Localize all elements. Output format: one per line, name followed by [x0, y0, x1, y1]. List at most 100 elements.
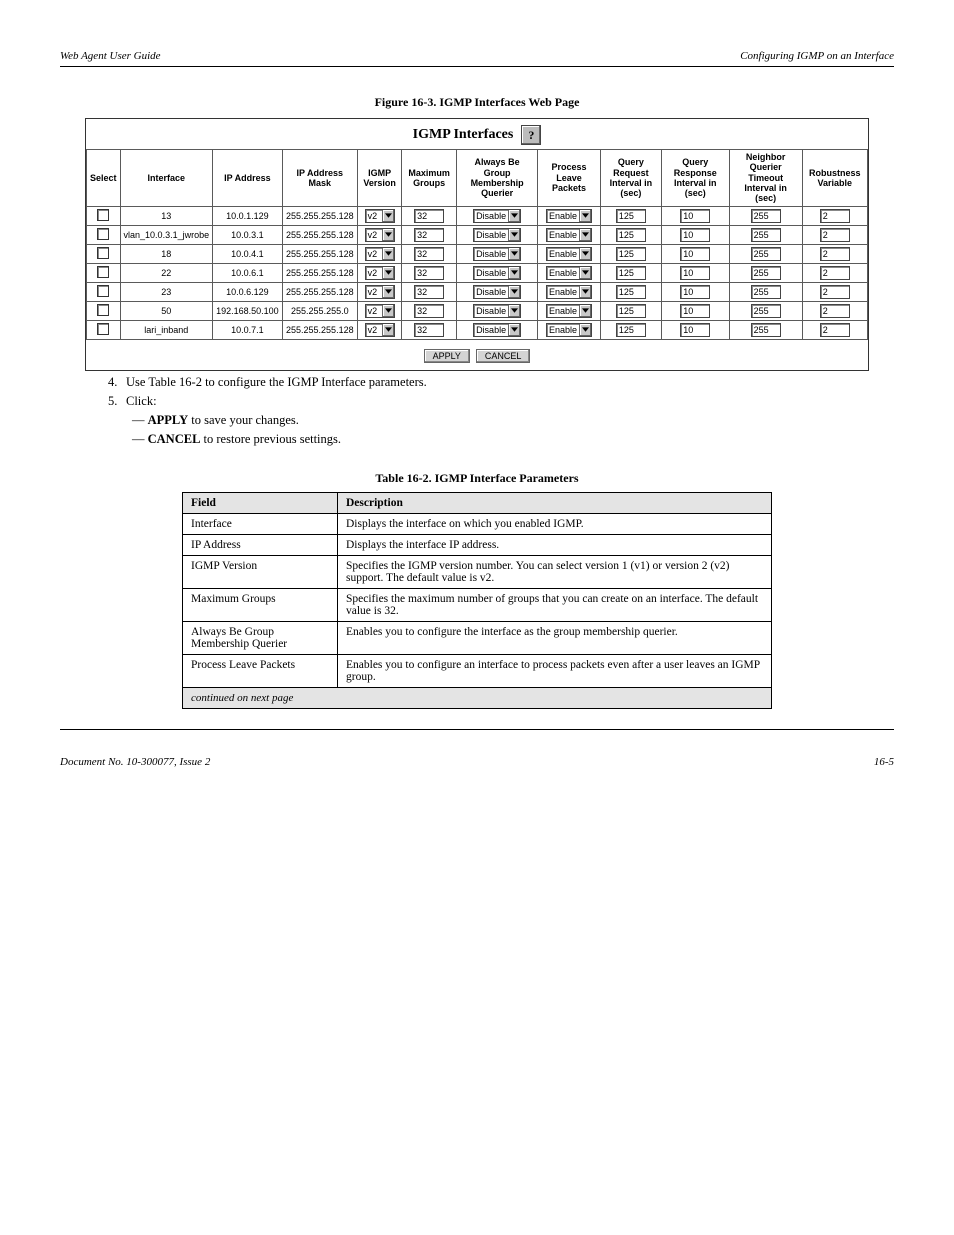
- text-input[interactable]: [751, 209, 781, 223]
- text-input[interactable]: [751, 247, 781, 261]
- text-input[interactable]: [680, 323, 710, 337]
- col-nq: Neighbor Querier Timeout Interval in (se…: [729, 150, 802, 207]
- cell-mask: 255.255.255.0: [282, 301, 357, 320]
- table-row: 1310.0.1.129255.255.255.128v2DisableEnab…: [87, 206, 868, 225]
- text-input[interactable]: [820, 209, 850, 223]
- row-checkbox[interactable]: [97, 323, 109, 335]
- apply-button[interactable]: APPLY: [424, 349, 470, 363]
- cell-interface: vlan_10.0.3.1_jwrobe: [120, 225, 213, 244]
- text-input[interactable]: [680, 228, 710, 242]
- desc-text: Specifies the IGMP version number. You c…: [338, 555, 772, 588]
- desc-header-row: Field Description: [183, 492, 772, 513]
- text-input[interactable]: [414, 209, 444, 223]
- select-dropdown[interactable]: Enable: [546, 228, 592, 242]
- row-checkbox[interactable]: [97, 285, 109, 297]
- help-icon[interactable]: ?: [521, 125, 541, 145]
- select-dropdown[interactable]: Disable: [473, 209, 521, 223]
- col-querier: Always Be Group Membership Querier: [457, 150, 538, 207]
- text-input[interactable]: [751, 304, 781, 318]
- text-input[interactable]: [680, 266, 710, 280]
- select-dropdown[interactable]: v2: [365, 266, 395, 280]
- text-input[interactable]: [414, 266, 444, 280]
- chevron-down-icon: [579, 210, 591, 222]
- select-dropdown[interactable]: Enable: [546, 323, 592, 337]
- select-dropdown[interactable]: Enable: [546, 285, 592, 299]
- text-input[interactable]: [616, 209, 646, 223]
- text-input[interactable]: [680, 304, 710, 318]
- text-input[interactable]: [820, 247, 850, 261]
- table-row: 1810.0.4.1255.255.255.128v2DisableEnable: [87, 244, 868, 263]
- row-checkbox[interactable]: [97, 228, 109, 240]
- row-checkbox[interactable]: [97, 304, 109, 316]
- select-dropdown[interactable]: v2: [365, 323, 395, 337]
- chevron-down-icon: [382, 210, 394, 222]
- desc-row: InterfaceDisplays the interface on which…: [183, 513, 772, 534]
- select-dropdown[interactable]: Disable: [473, 323, 521, 337]
- text-input[interactable]: [751, 266, 781, 280]
- select-dropdown[interactable]: Disable: [473, 285, 521, 299]
- text-input[interactable]: [820, 285, 850, 299]
- text-input[interactable]: [414, 304, 444, 318]
- text-input[interactable]: [680, 247, 710, 261]
- chevron-down-icon: [508, 210, 520, 222]
- chevron-down-icon: [508, 267, 520, 279]
- text-input[interactable]: [680, 209, 710, 223]
- col-select: Select: [87, 150, 121, 207]
- text-input[interactable]: [820, 323, 850, 337]
- cell-mask: 255.255.255.128: [282, 320, 357, 339]
- select-dropdown[interactable]: v2: [365, 228, 395, 242]
- row-checkbox[interactable]: [97, 247, 109, 259]
- chevron-down-icon: [508, 305, 520, 317]
- select-dropdown[interactable]: Enable: [546, 304, 592, 318]
- text-input[interactable]: [414, 228, 444, 242]
- text-input[interactable]: [616, 304, 646, 318]
- cell-ip: 192.168.50.100: [213, 301, 283, 320]
- text-input[interactable]: [751, 323, 781, 337]
- select-dropdown[interactable]: Disable: [473, 247, 521, 261]
- step-4: 4.Use Table 16-2 to configure the IGMP I…: [90, 375, 864, 390]
- desc-row: IP AddressDisplays the interface IP addr…: [183, 534, 772, 555]
- text-input[interactable]: [414, 285, 444, 299]
- text-input[interactable]: [820, 304, 850, 318]
- row-checkbox[interactable]: [97, 266, 109, 278]
- select-dropdown[interactable]: Disable: [473, 266, 521, 280]
- desc-row: Maximum GroupsSpecifies the maximum numb…: [183, 588, 772, 621]
- cell-interface: 18: [120, 244, 213, 263]
- text-input[interactable]: [751, 228, 781, 242]
- chevron-down-icon: [508, 324, 520, 336]
- desc-field: IP Address: [183, 534, 338, 555]
- row-checkbox[interactable]: [97, 209, 109, 221]
- text-input[interactable]: [751, 285, 781, 299]
- select-dropdown[interactable]: Enable: [546, 266, 592, 280]
- bullet-cancel: — CANCEL to restore previous settings.: [90, 432, 864, 447]
- text-input[interactable]: [616, 323, 646, 337]
- table-row: vlan_10.0.3.1_jwrobe10.0.3.1255.255.255.…: [87, 225, 868, 244]
- select-dropdown[interactable]: Enable: [546, 247, 592, 261]
- chevron-down-icon: [382, 305, 394, 317]
- chevron-down-icon: [382, 248, 394, 260]
- text-input[interactable]: [680, 285, 710, 299]
- select-dropdown[interactable]: v2: [365, 304, 395, 318]
- text-input[interactable]: [820, 228, 850, 242]
- select-dropdown[interactable]: v2: [365, 209, 395, 223]
- select-dropdown[interactable]: Disable: [473, 304, 521, 318]
- select-dropdown[interactable]: v2: [365, 247, 395, 261]
- text-input[interactable]: [616, 266, 646, 280]
- desc-row: Process Leave PacketsEnables you to conf…: [183, 654, 772, 687]
- chevron-down-icon: [382, 286, 394, 298]
- select-dropdown[interactable]: v2: [365, 285, 395, 299]
- text-input[interactable]: [616, 247, 646, 261]
- text-input[interactable]: [616, 285, 646, 299]
- text-input[interactable]: [414, 323, 444, 337]
- select-dropdown[interactable]: Disable: [473, 228, 521, 242]
- select-dropdown[interactable]: Enable: [546, 209, 592, 223]
- header-rule: [60, 66, 894, 67]
- text-input[interactable]: [820, 266, 850, 280]
- cancel-button[interactable]: CANCEL: [476, 349, 531, 363]
- cell-ip: 10.0.6.1: [213, 263, 283, 282]
- cell-ip: 10.0.4.1: [213, 244, 283, 263]
- text-input[interactable]: [616, 228, 646, 242]
- desc-field: IGMP Version: [183, 555, 338, 588]
- igmp-table: Select Interface IP Address IP Address M…: [86, 149, 868, 340]
- text-input[interactable]: [414, 247, 444, 261]
